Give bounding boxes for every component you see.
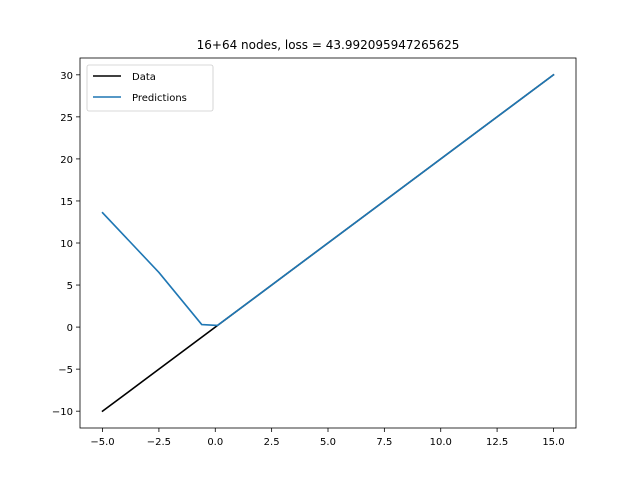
y-tick-label: 5: [67, 281, 73, 292]
x-tick-label: 0.0: [207, 437, 223, 448]
y-tick-label: −5: [58, 365, 73, 376]
x-tick-label: 7.5: [376, 437, 392, 448]
x-tick-label: 15.0: [542, 437, 564, 448]
chart-title: 16+64 nodes, loss = 43.992095947265625: [197, 38, 460, 52]
y-tick-label: 10: [60, 239, 73, 250]
x-tick-label: −5.0: [90, 437, 114, 448]
y-tick-label: 30: [60, 71, 73, 82]
legend: Data Predictions: [86, 64, 214, 112]
x-tick-label: 5.0: [320, 437, 336, 448]
y-tick-label: 0: [67, 323, 73, 334]
x-tick-label: 10.0: [430, 437, 452, 448]
legend-label-data: Data: [132, 72, 156, 83]
plot-lines: [101, 73, 555, 413]
x-tick-label: −2.5: [147, 437, 171, 448]
x-tick-label: 12.5: [486, 437, 508, 448]
y-tick-label: 15: [60, 197, 73, 208]
legend-label-predictions: Predictions: [132, 93, 187, 104]
series-line-predictions: [101, 73, 555, 327]
y-tick-label: 25: [60, 113, 73, 124]
x-tick-label: 2.5: [264, 437, 280, 448]
y-tick-label: −10: [52, 407, 73, 418]
x-axis: −5.0 −2.5 0.0 2.5 5.0 7.5 10.0 12.5 15.0: [90, 428, 565, 448]
y-tick-label: 20: [60, 155, 73, 166]
y-axis: −10 −5 0 5 10 15 20 25 30: [52, 71, 80, 418]
